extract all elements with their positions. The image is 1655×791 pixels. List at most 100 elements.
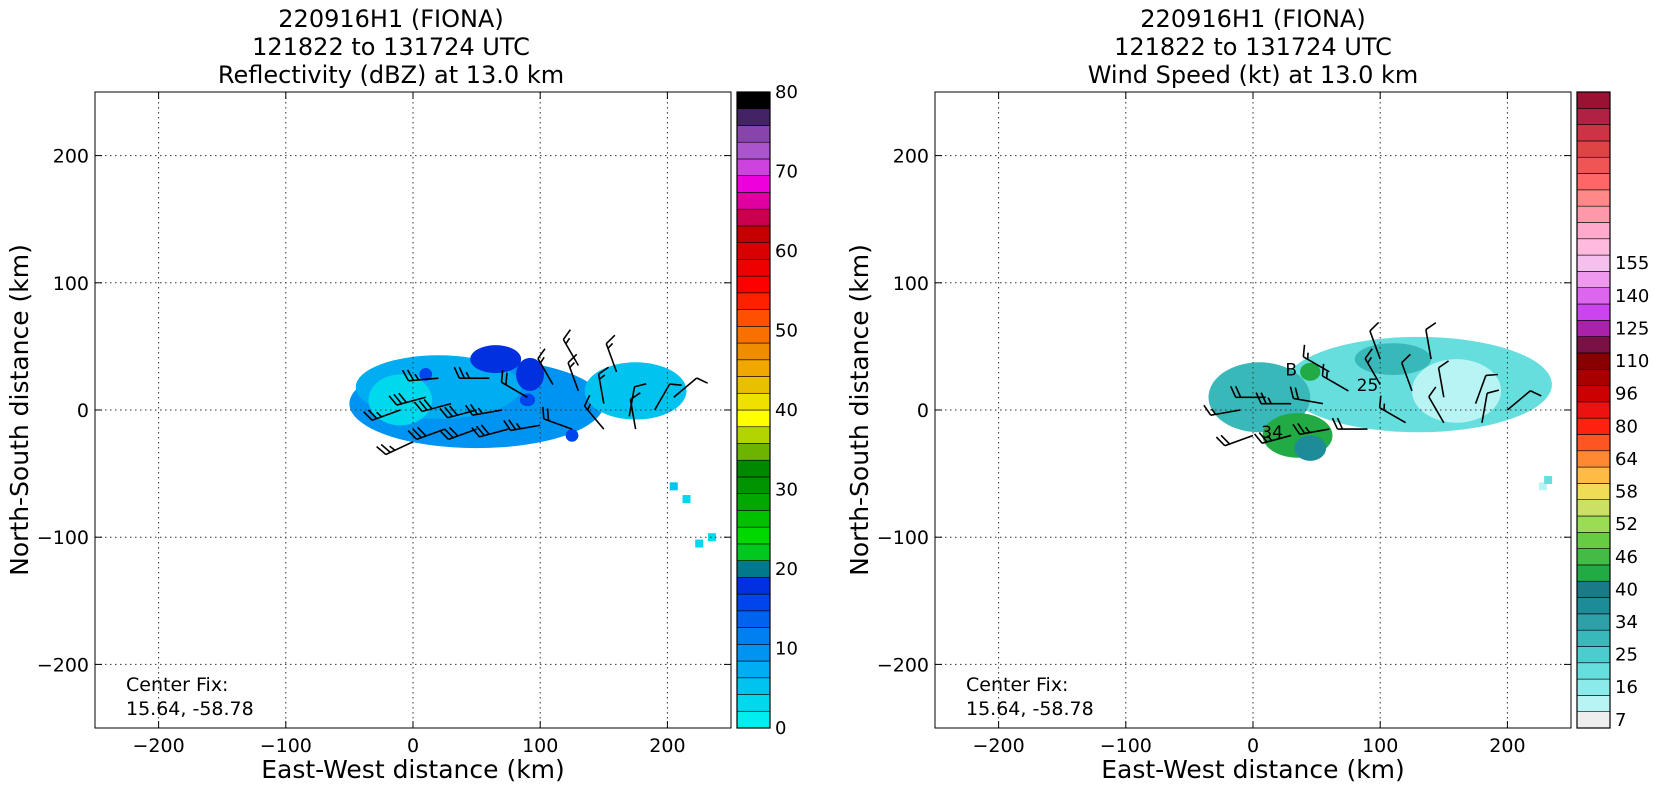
wind-speed-colorbar: 7 16 25 34 40 46 52 58 64 80 96 110 125 140 155 <box>1576 91 1649 731</box>
colorbar-tick-label: 25 <box>1615 645 1638 666</box>
colorbar-tick-label: 64 <box>1615 449 1638 470</box>
wind-barb-21 <box>453 366 490 380</box>
chart-title-line-3: Reflectivity (dBZ) at 13.0 km <box>218 61 564 89</box>
colorbar-swatch-25 <box>1576 303 1611 321</box>
field-cell-3 <box>707 533 716 542</box>
wind-barb-19 <box>629 392 641 430</box>
wind-barb-23 <box>605 334 618 373</box>
colorbar-tick-label: 0 <box>775 718 786 739</box>
field-region-3 <box>368 374 433 426</box>
y-axis-label: North-South distance (km) <box>5 244 34 576</box>
colorbar-swatch-32 <box>736 175 771 193</box>
colorbar-swatch-19 <box>1576 401 1611 419</box>
reflectivity-panel: 220916H1 (FIONA) 121822 to 131724 UTC Re… <box>0 0 830 787</box>
colorbar-swatch-12 <box>1576 515 1611 533</box>
wind-barb-15 <box>471 424 509 438</box>
center-fix-value: 15.64, -58.78 <box>126 698 254 720</box>
y-tick-label: 0 <box>77 400 89 422</box>
colorbar-swatch-34 <box>1576 156 1611 174</box>
colorbar-swatch-33 <box>736 158 771 176</box>
x-tick-label: 0 <box>1247 735 1259 757</box>
colorbar-swatch-24 <box>736 309 771 327</box>
wind-barb-4 <box>1321 363 1349 392</box>
wind-barb-16 <box>1481 389 1500 423</box>
wind-barb-5 <box>500 370 528 398</box>
wind-barb-4 <box>465 403 503 416</box>
colorbar-swatch-13 <box>1576 499 1611 517</box>
colorbar-swatch-30 <box>1576 222 1611 240</box>
colorbar-swatch-15 <box>736 459 771 478</box>
colorbar-swatch-3 <box>1576 662 1611 680</box>
x-tick-label: 100 <box>522 735 558 757</box>
chart-title-line-1: 220916H1 (FIONA) <box>278 5 503 33</box>
colorbar-tick-label: 80 <box>1615 416 1638 437</box>
colorbar-swatch-37 <box>736 91 771 110</box>
wind-barb-5 <box>1364 348 1381 385</box>
field-cell-1 <box>1544 475 1553 484</box>
grid-lines <box>95 92 731 728</box>
reflectivity-chart: 220916H1 (FIONA) 121822 to 131724 UTC Re… <box>5 5 798 784</box>
wind-barb-0 <box>1203 404 1241 416</box>
colorbar-swatch-15 <box>1576 466 1611 484</box>
colorbar-swatch-17 <box>736 426 771 444</box>
x-tick-label: 0 <box>407 735 419 757</box>
wind-barb-17 <box>542 406 573 430</box>
colorbar-swatch-38 <box>1576 91 1611 109</box>
field-region-2 <box>584 362 687 420</box>
colorbar-tick-label: 40 <box>775 400 798 421</box>
wind-barb-11 <box>673 377 708 398</box>
colorbar-swatch-28 <box>1576 254 1611 272</box>
contour-labels: 34 B 25 <box>1261 361 1378 443</box>
y-tick-label: −100 <box>877 527 929 549</box>
x-tick-label: 200 <box>649 735 685 757</box>
colorbar-swatch-22 <box>736 342 771 361</box>
wind-speed-panel: 220916H1 (FIONA) 121822 to 131724 UTC Wi… <box>840 0 1655 787</box>
center-fix-label: Center Fix: <box>966 674 1068 696</box>
colorbar-swatch-35 <box>736 125 771 143</box>
wind-barb-10 <box>1215 434 1254 447</box>
colorbar-swatch-30 <box>736 208 771 227</box>
reflectivity-colorbar: 0 10 20 30 40 50 60 70 80 <box>736 82 798 739</box>
field-region-8 <box>565 429 579 442</box>
wind-barb-3 <box>1289 386 1324 405</box>
colorbar-swatch-26 <box>1576 287 1611 305</box>
colorbar-swatch-20 <box>1576 385 1611 403</box>
y-tick-label: −100 <box>37 527 89 549</box>
colorbar-swatch-22 <box>1576 352 1611 370</box>
colorbar-tick-label: 40 <box>1615 579 1638 600</box>
field-region-3 <box>1354 343 1432 376</box>
colorbar-tick-label: 80 <box>775 82 798 103</box>
colorbar-swatch-23 <box>736 326 771 344</box>
colorbar-swatch-0 <box>736 710 771 729</box>
colorbar-tick-label: 52 <box>1615 514 1638 535</box>
wind-barb-7 <box>1437 360 1450 398</box>
y-tick-label: −200 <box>37 654 89 676</box>
contour-label-2: 25 <box>1357 376 1379 396</box>
colorbar-swatch-3 <box>736 660 771 679</box>
colorbar-swatch-17 <box>1576 434 1611 452</box>
colorbar-swatch-14 <box>1576 483 1611 500</box>
chart-title-line-1: 220916H1 (FIONA) <box>1140 5 1365 33</box>
field-cell-1 <box>682 495 691 504</box>
colorbar-swatch-4 <box>1576 646 1611 664</box>
contour-label-1: B <box>1285 361 1297 381</box>
colorbar-tick-label: 20 <box>775 559 798 580</box>
colorbar-swatch-1 <box>736 694 771 712</box>
wind-barb-22 <box>562 329 580 366</box>
x-tick-label: 100 <box>1362 735 1398 757</box>
colorbar-swatch-36 <box>1576 124 1611 142</box>
colorbar-swatch-16 <box>1576 450 1611 468</box>
x-axis-label: East-West distance (km) <box>1101 755 1405 784</box>
colorbar-swatch-5 <box>1576 629 1611 647</box>
colorbar-tick-label: 70 <box>775 162 798 183</box>
colorbar-swatch-33 <box>1576 173 1611 191</box>
colorbar-tick-label: 155 <box>1615 253 1649 274</box>
field-region-6 <box>419 368 433 381</box>
colorbar-swatch-6 <box>1576 613 1611 631</box>
colorbar-swatch-27 <box>1576 271 1611 288</box>
x-axis-ticks: −200 −100 0 100 200 <box>973 92 1526 757</box>
colorbar-swatch-9 <box>736 560 771 578</box>
y-axis-ticks: −200 −100 0 100 200 <box>877 146 1571 676</box>
colorbar-swatch-8 <box>736 577 771 595</box>
colorbar-swatch-13 <box>736 493 771 511</box>
